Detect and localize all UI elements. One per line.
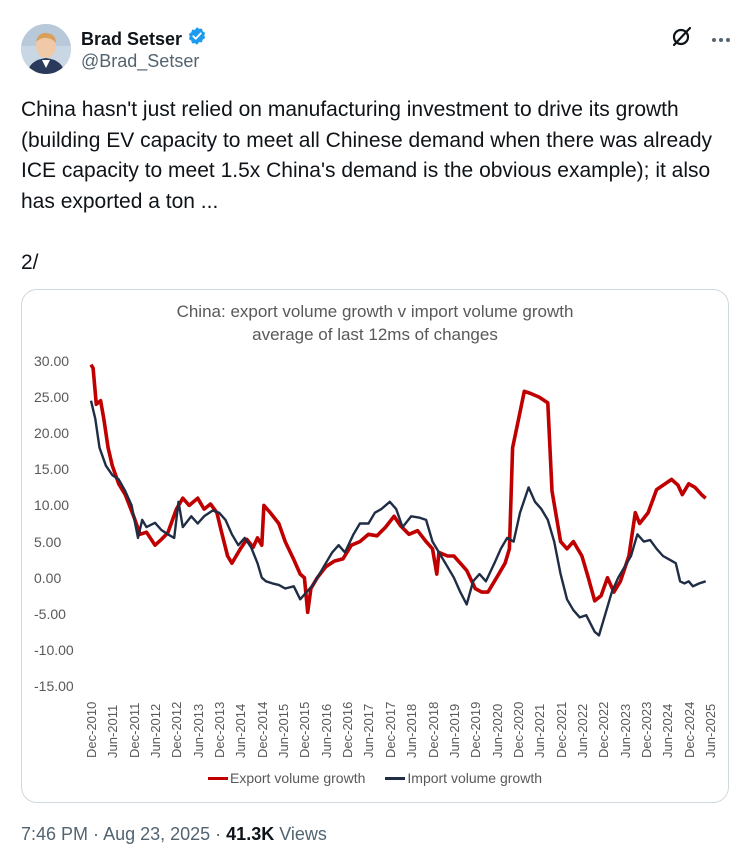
author-name-row: Brad Setser	[81, 26, 207, 51]
avatar[interactable]	[21, 24, 71, 74]
tweet-text: China hasn't just relied on manufacturin…	[21, 98, 713, 274]
legend-import-swatch	[385, 776, 406, 780]
more-options-icon[interactable]	[711, 30, 731, 48]
tweet-time[interactable]: 7:46 PM	[21, 824, 89, 844]
plot-area	[89, 363, 707, 637]
author-name[interactable]: Brad Setser	[81, 28, 183, 49]
y-tick-label: 25.00	[34, 389, 70, 406]
tweet-actions	[671, 25, 731, 52]
view-count: 41.3K	[226, 824, 275, 844]
tweet-media-chart[interactable]: China: export volume growth v import vol…	[21, 289, 729, 803]
tweet-date[interactable]: Aug 23, 2025	[103, 824, 211, 844]
chart-subtitle: average of last 12ms of changes	[252, 325, 498, 344]
legend-export-swatch	[207, 776, 228, 780]
chart-title: China: export volume growth v import vol…	[176, 302, 574, 321]
legend-import: Import volume growth	[385, 770, 542, 786]
author-handle[interactable]: @Brad_Setser	[81, 51, 200, 71]
legend-export-label: Export volume growth	[229, 770, 366, 786]
legend-export: Export volume growth	[207, 770, 366, 786]
y-tick-label: 0.00	[34, 569, 62, 586]
tweet-footer: 7:46 PM · Aug 23, 2025 · 41.3K Views	[21, 824, 327, 844]
y-tick-label: -5.00	[34, 605, 66, 622]
views-label: Views	[279, 824, 327, 844]
verified-badge-icon	[187, 26, 207, 51]
grok-icon[interactable]	[671, 25, 693, 52]
y-tick-label: 15.00	[34, 461, 70, 478]
y-tick-label: -10.00	[34, 641, 74, 658]
chart-legend: Export volume growth Import volume growt…	[22, 770, 728, 786]
y-tick-label: 10.00	[34, 497, 70, 514]
y-tick-label: 30.00	[34, 353, 70, 369]
y-tick-label: 20.00	[34, 425, 70, 442]
y-tick-label: -15.00	[34, 678, 74, 694]
export-series-line	[89, 363, 707, 615]
legend-import-label: Import volume growth	[407, 770, 542, 786]
import-series-line	[89, 400, 707, 637]
y-tick-label: 5.00	[34, 533, 62, 550]
